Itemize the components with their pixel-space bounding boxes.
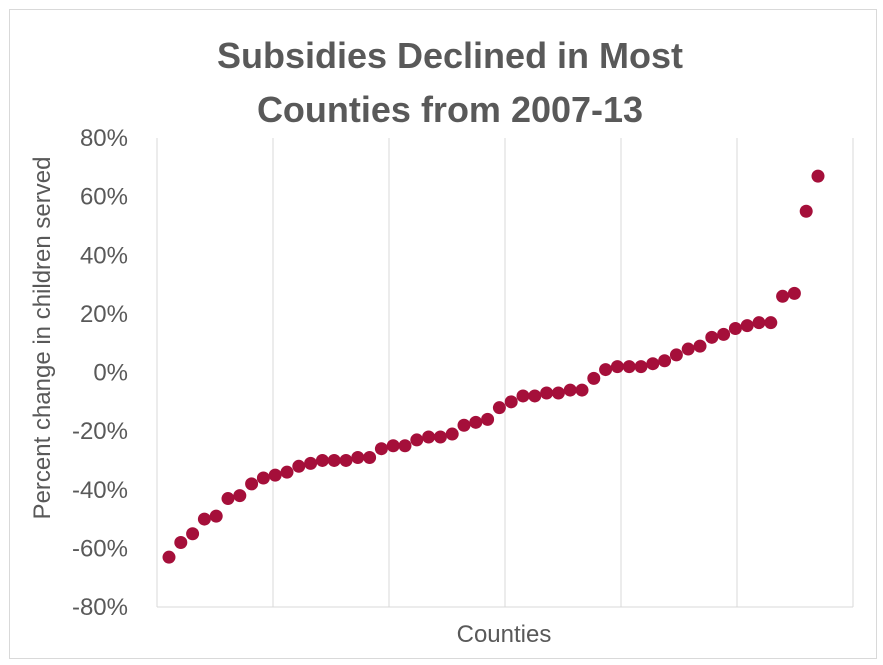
data-point [268, 468, 282, 482]
data-point [327, 453, 341, 467]
x-axis-title: Counties [457, 621, 552, 648]
data-point [374, 442, 388, 456]
data-point [587, 371, 601, 385]
data-point [339, 453, 353, 467]
data-point [481, 412, 495, 426]
data-point [280, 465, 294, 479]
data-point [351, 451, 365, 465]
data-point [457, 418, 471, 432]
data-point [174, 536, 188, 550]
data-point [445, 427, 459, 441]
data-point [197, 512, 211, 526]
data-point [469, 415, 483, 429]
y-tick-label: 80% [80, 125, 128, 152]
data-points [162, 169, 825, 564]
data-point [646, 357, 660, 371]
data-point [221, 492, 235, 506]
data-point [528, 389, 542, 403]
data-point [669, 348, 683, 362]
data-point [634, 360, 648, 374]
y-tick-label: 60% [80, 184, 128, 211]
data-point [776, 289, 790, 303]
data-point [433, 430, 447, 444]
chart-title-line-1: Subsidies Declined in Most [217, 35, 683, 76]
data-point [693, 339, 707, 353]
y-axis-title: Percent change in children served [29, 157, 56, 520]
data-point [575, 383, 589, 397]
data-point [787, 286, 801, 300]
data-point [422, 430, 436, 444]
data-point [681, 342, 695, 356]
y-tick-label: -80% [72, 594, 128, 621]
data-point [292, 459, 306, 473]
data-point [599, 363, 613, 377]
data-point [304, 456, 318, 470]
data-point [492, 401, 506, 415]
data-point [516, 389, 530, 403]
data-point [728, 322, 742, 336]
y-tick-label: -60% [72, 535, 128, 562]
data-point [315, 453, 329, 467]
data-point [740, 319, 754, 333]
y-tick-label: -40% [72, 477, 128, 504]
chart-title-line-2: Counties from 2007-13 [257, 89, 643, 130]
data-point [563, 383, 577, 397]
data-point [504, 395, 518, 409]
y-tick-label: 20% [80, 301, 128, 328]
data-point [717, 327, 731, 341]
y-tick-label: 0% [93, 360, 128, 387]
data-point [764, 316, 778, 330]
data-point [256, 471, 270, 485]
data-point [540, 386, 554, 400]
data-point [811, 169, 825, 183]
data-point [386, 439, 400, 453]
data-point [245, 477, 259, 491]
data-point [658, 354, 672, 368]
y-axis-tick-labels: 80% 60% 40% 20% 0% -20% -40% -60% -80% [72, 125, 128, 621]
data-point [622, 360, 636, 374]
gridlines [156, 138, 854, 607]
data-point [233, 489, 247, 503]
y-tick-label: -20% [72, 418, 128, 445]
data-point [186, 527, 200, 541]
data-point [610, 360, 624, 374]
data-point [799, 204, 813, 218]
data-point [398, 439, 412, 453]
data-point [410, 433, 424, 447]
data-point [551, 386, 565, 400]
data-point [162, 550, 176, 564]
data-point [705, 330, 719, 344]
data-point [752, 316, 766, 330]
data-point [209, 509, 223, 523]
y-tick-label: 40% [80, 242, 128, 269]
data-point [363, 451, 377, 465]
